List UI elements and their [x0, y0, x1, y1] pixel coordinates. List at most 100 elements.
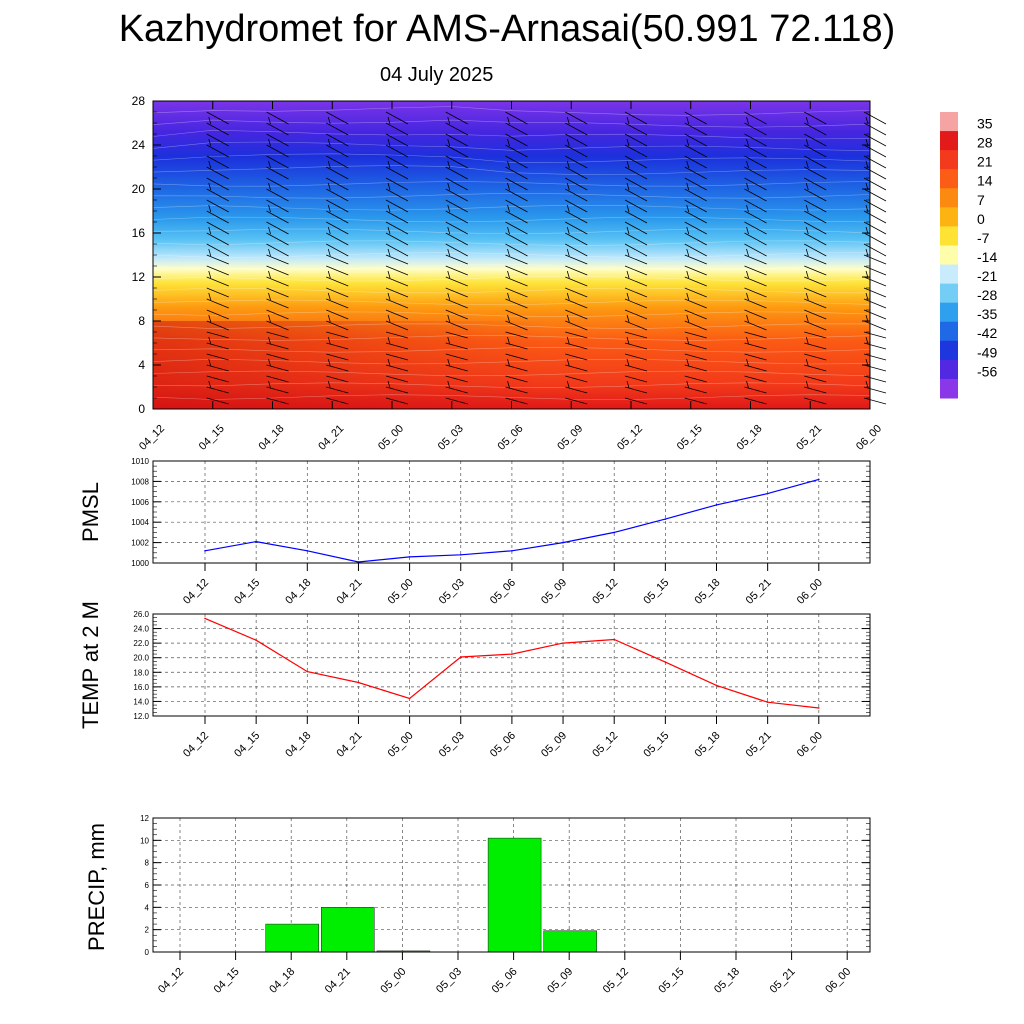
temp-point	[408, 697, 411, 700]
y-tick-label: 0	[138, 402, 145, 416]
colorbar-swatch	[940, 169, 958, 189]
colorbar-swatch	[940, 150, 958, 170]
x-tick-label: 05_18	[693, 730, 723, 760]
x-tick-label: 05_21	[794, 423, 824, 453]
pmsl-point	[204, 549, 206, 552]
x-tick-label: 04_21	[323, 966, 353, 996]
colorbar-label: 21	[977, 154, 993, 170]
x-tick-label: 05_12	[615, 423, 645, 453]
colorbar-label: -42	[977, 325, 997, 341]
x-tick-label: 04_12	[181, 730, 211, 760]
x-tick-label: 06_00	[795, 577, 825, 607]
page-subtitle: 04 July 2025	[380, 64, 494, 86]
y-tick-label: 14.0	[133, 697, 149, 706]
y-axis-label: PRECIP, mm	[84, 823, 109, 951]
pmsl-point	[255, 540, 257, 543]
colorbar-label: 28	[977, 135, 993, 151]
y-tick-label: 24	[132, 138, 146, 152]
y-tick-label: 10	[140, 836, 149, 845]
x-tick-label: 05_00	[378, 966, 408, 996]
x-tick-label: 05_21	[744, 730, 774, 760]
x-tick-label: 05_09	[539, 730, 569, 760]
y-tick-label: 4	[138, 358, 145, 372]
y-tick-label: 28	[132, 94, 146, 108]
colorbar-label: -7	[977, 230, 990, 246]
plot-frame	[152, 817, 871, 953]
x-tick-label: 05_00	[386, 577, 416, 607]
colorbar-swatch	[940, 321, 958, 342]
colorbar: 35 28 21 14 7 0 -7 -14 -21 -28 -35 -42 -49 -56	[940, 112, 997, 399]
temp-point	[459, 656, 462, 658]
x-tick-label: 05_21	[744, 577, 774, 607]
colorbar-label: -28	[977, 287, 997, 303]
y-tick-label: 8	[145, 859, 150, 868]
x-tick-label: 05_06	[496, 423, 526, 453]
x-tick-label: 05_09	[555, 423, 585, 453]
x-tick-label: 05_09	[539, 577, 569, 607]
colorbar-swatch	[940, 340, 958, 361]
x-tick-label: 05_18	[735, 423, 765, 453]
y-axis-label: PMSL	[78, 482, 103, 542]
y-tick-label: 22.0	[133, 639, 149, 648]
x-tick-label: 04_18	[283, 730, 313, 760]
x-tick-label: 05_18	[712, 966, 742, 996]
temp-point	[715, 684, 718, 687]
pmsl-point	[562, 541, 564, 544]
x-tick-label: 05_15	[641, 730, 671, 760]
heatmap-warm-core	[153, 321, 548, 409]
temperature-cross-section: 0 4 8 12 16 20 24 28 04_12 04_15 04_18 04_21 05_00 05…	[132, 94, 887, 453]
x-tick-label: 04_21	[334, 730, 364, 760]
colorbar-swatch	[940, 378, 958, 399]
x-tick-label: 06_00	[854, 423, 884, 453]
y-tick-label: 16.0	[133, 683, 149, 692]
x-tick-label: 05_15	[641, 577, 671, 607]
pmsl-point	[511, 549, 513, 552]
y-axis-label: TEMP at 2 M	[78, 601, 103, 729]
x-tick-label: 06_00	[823, 966, 853, 996]
plot-frame	[152, 460, 871, 564]
colorbar-label: -21	[977, 268, 997, 284]
y-tick-label: 1006	[131, 498, 149, 507]
y-tick-label: 1004	[131, 518, 149, 527]
colorbar-label: 7	[977, 192, 985, 208]
x-tick-label: 05_03	[434, 966, 464, 996]
pmsl-point	[408, 556, 411, 558]
y-tick-label: 12	[132, 270, 146, 284]
pmsl-point	[818, 478, 820, 481]
precip-bar	[543, 930, 597, 953]
y-tick-label: 0	[145, 948, 150, 957]
temp-point	[613, 638, 615, 641]
x-tick-label: 05_06	[488, 730, 518, 760]
x-tick-label: 05_21	[768, 966, 798, 996]
x-tick-label: 05_03	[436, 423, 466, 453]
x-tick-label: 05_06	[488, 577, 518, 607]
colorbar-swatch	[940, 207, 958, 227]
contour-lines	[152, 106, 871, 400]
pmsl-chart: 1000 1002 1004 1006 1008 1010 04_12 04_15 04_18 0…	[78, 457, 871, 607]
colorbar-label: -56	[977, 363, 997, 379]
x-tick-label: 04_15	[197, 423, 227, 453]
y-tick-label: 24.0	[133, 625, 149, 634]
colorbar-swatch	[940, 264, 958, 285]
x-tick-label: 05_12	[590, 730, 620, 760]
pmsl-point	[357, 561, 360, 563]
precip-bar	[487, 837, 542, 953]
x-tick-label: 05_00	[376, 423, 406, 453]
y-tick-label: 2	[145, 926, 150, 935]
y-tick-label: 16	[132, 226, 146, 240]
y-tick-label: 4	[145, 903, 150, 912]
temp-point	[357, 681, 360, 684]
colorbar-label: -35	[977, 306, 997, 322]
temp-point	[664, 661, 667, 663]
wind-barbs	[206, 111, 887, 405]
plot-frame	[152, 613, 871, 717]
pmsl-point	[613, 531, 615, 534]
x-tick-label: 05_15	[675, 423, 705, 453]
y-tick-label: 8	[138, 314, 145, 328]
x-tick-label: 05_06	[490, 966, 520, 996]
x-tick-label: 05_12	[601, 966, 631, 996]
temp-2m-chart: 12.0 14.0 16.0 18.0 20.0 22.0 24.0 26.0 04_12 04_…	[78, 601, 871, 760]
y-tick-label: 20	[132, 182, 146, 196]
colorbar-label: 14	[977, 173, 993, 189]
